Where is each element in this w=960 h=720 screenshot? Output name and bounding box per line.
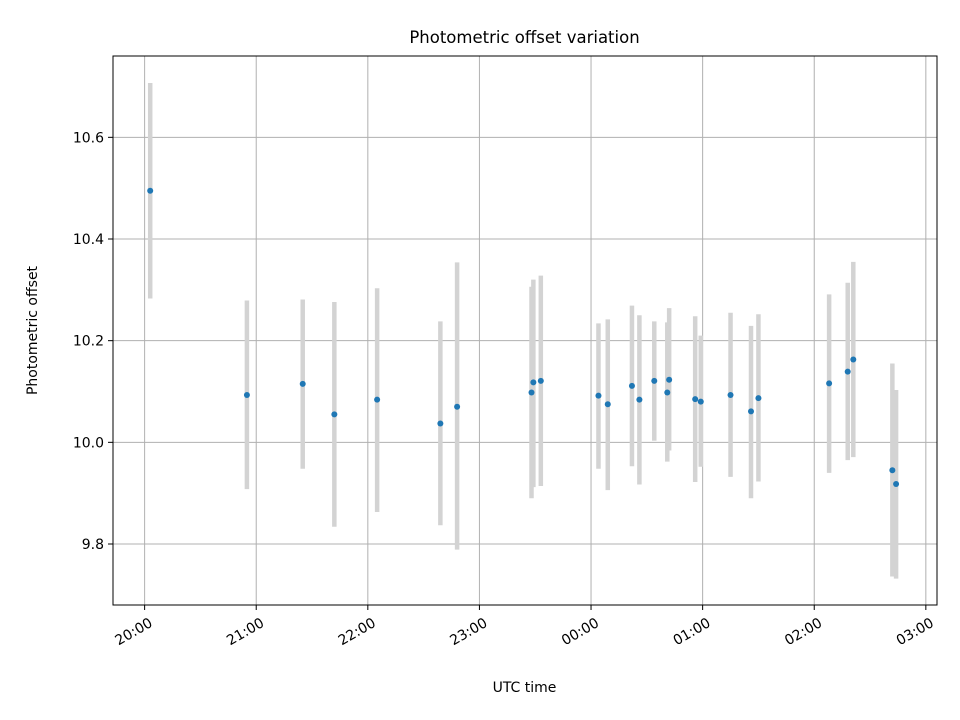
data-point <box>147 187 154 194</box>
data-point <box>530 379 537 386</box>
data-point <box>331 411 338 418</box>
data-point <box>437 420 444 427</box>
y-tick-label: 9.8 <box>82 537 104 553</box>
y-axis-label: Photometric offset <box>25 265 41 395</box>
data-point <box>826 380 833 387</box>
data-point <box>889 467 896 474</box>
data-point <box>850 356 857 363</box>
data-point <box>628 382 635 389</box>
data-point <box>747 408 754 415</box>
chart-title: Photometric offset variation <box>409 28 639 47</box>
y-tick-label: 10.4 <box>73 232 104 248</box>
data-point <box>844 368 851 375</box>
y-tick-label: 10.0 <box>73 435 104 451</box>
data-point <box>528 389 535 396</box>
data-point <box>537 377 544 384</box>
data-point <box>454 403 461 410</box>
grid-lines <box>113 56 937 605</box>
data-point <box>893 481 900 488</box>
data-point <box>651 377 658 384</box>
data-point <box>666 376 673 383</box>
y-tick-label: 10.6 <box>73 130 104 146</box>
data-point <box>595 392 602 399</box>
plot-frame <box>112 55 938 606</box>
data-markers <box>147 187 900 488</box>
data-point <box>755 395 762 402</box>
data-point <box>374 396 381 403</box>
x-axis-label: UTC time <box>493 680 557 696</box>
data-point <box>664 389 671 396</box>
data-point <box>243 392 250 399</box>
y-axis-ticks: 9.8 10.0 10.2 10.4 10.6 <box>73 130 113 553</box>
data-point <box>636 396 643 403</box>
data-point <box>604 401 611 408</box>
data-point <box>299 380 306 387</box>
data-point <box>727 392 734 399</box>
data-point <box>692 396 699 403</box>
data-point <box>697 398 704 405</box>
y-tick-label: 10.2 <box>73 334 104 350</box>
